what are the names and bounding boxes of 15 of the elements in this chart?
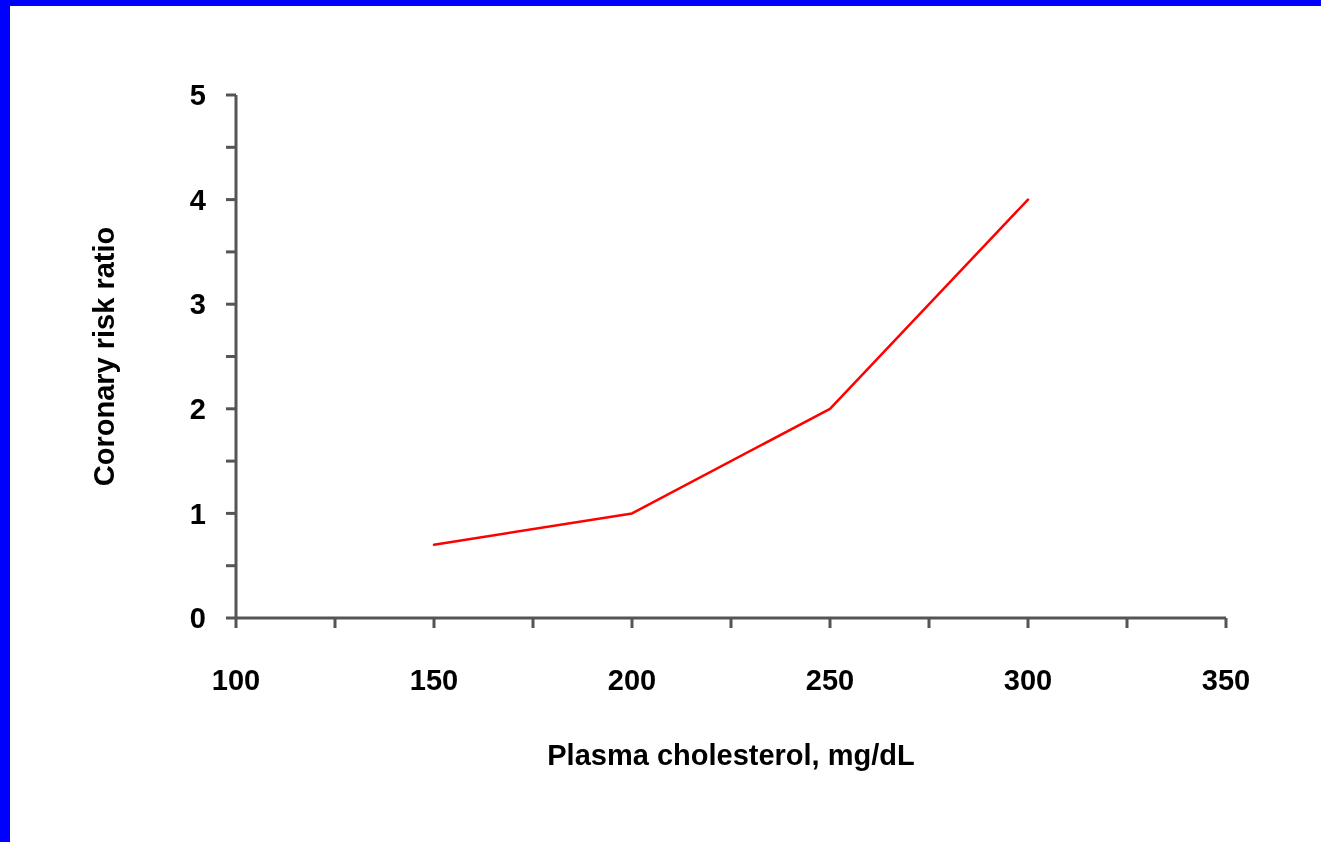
y-tick-label: 1 [189, 497, 206, 530]
y-tick-label: 4 [189, 183, 206, 216]
y-axis-title: Coronary risk ratio [88, 226, 120, 487]
line-series [432, 198, 1030, 547]
y-tick-label: 2 [189, 392, 206, 425]
y-tick-label: 0 [189, 602, 206, 635]
x-tick-label: 200 [607, 664, 657, 696]
y-tick-label: 5 [189, 79, 206, 112]
x-tick-label: 250 [805, 664, 855, 696]
x-tick-label: 300 [1003, 664, 1053, 696]
x-tick-label: 150 [409, 664, 459, 696]
x-axis-title: Plasma cholesterol, mg/dL [547, 739, 915, 771]
y-tick-label: 3 [189, 288, 206, 321]
x-tick-label: 100 [211, 664, 261, 696]
x-tick-label: 350 [1201, 664, 1251, 696]
